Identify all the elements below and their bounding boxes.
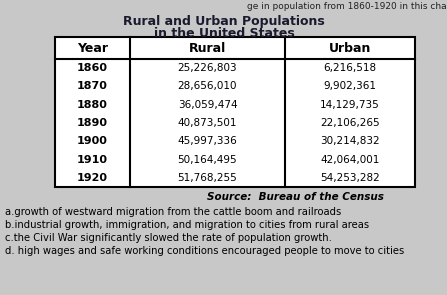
Bar xyxy=(55,37,415,187)
Text: 54,253,282: 54,253,282 xyxy=(320,173,380,183)
Text: 50,164,495: 50,164,495 xyxy=(178,155,237,165)
Text: in the United States: in the United States xyxy=(154,27,295,40)
Text: Rural and Urban Populations: Rural and Urban Populations xyxy=(123,15,325,28)
Text: Rural: Rural xyxy=(189,42,226,55)
Text: 22,106,265: 22,106,265 xyxy=(320,118,380,128)
Text: 1890: 1890 xyxy=(77,118,108,128)
Text: 30,214,832: 30,214,832 xyxy=(320,136,380,146)
Text: c.the Civil War significantly slowed the rate of population growth.: c.the Civil War significantly slowed the… xyxy=(5,233,332,243)
Text: 1900: 1900 xyxy=(77,136,108,146)
Text: 1920: 1920 xyxy=(77,173,108,183)
Text: Urban: Urban xyxy=(329,42,371,55)
Text: 40,873,501: 40,873,501 xyxy=(178,118,237,128)
Text: a.growth of westward migration from the cattle boom and railroads: a.growth of westward migration from the … xyxy=(5,207,341,217)
Text: 51,768,255: 51,768,255 xyxy=(177,173,237,183)
Text: 1910: 1910 xyxy=(77,155,108,165)
Text: ge in population from 1860-1920 in this cha: ge in population from 1860-1920 in this … xyxy=(247,2,447,11)
Text: 45,997,336: 45,997,336 xyxy=(177,136,237,146)
Text: 14,129,735: 14,129,735 xyxy=(320,100,380,110)
Text: Source:  Bureau of the Census: Source: Bureau of the Census xyxy=(207,192,384,202)
Text: b.industrial growth, immigration, and migration to cities from rural areas: b.industrial growth, immigration, and mi… xyxy=(5,220,369,230)
Text: 28,656,010: 28,656,010 xyxy=(178,81,237,91)
Text: 1860: 1860 xyxy=(77,63,108,73)
Text: 42,064,001: 42,064,001 xyxy=(320,155,380,165)
Text: 36,059,474: 36,059,474 xyxy=(178,100,237,110)
Text: 9,902,361: 9,902,361 xyxy=(324,81,376,91)
Text: 1870: 1870 xyxy=(77,81,108,91)
Text: 1880: 1880 xyxy=(77,100,108,110)
Text: d. high wages and safe working conditions encouraged people to move to cities: d. high wages and safe working condition… xyxy=(5,246,404,256)
Text: 6,216,518: 6,216,518 xyxy=(324,63,376,73)
Text: 25,226,803: 25,226,803 xyxy=(178,63,237,73)
Text: Year: Year xyxy=(77,42,108,55)
